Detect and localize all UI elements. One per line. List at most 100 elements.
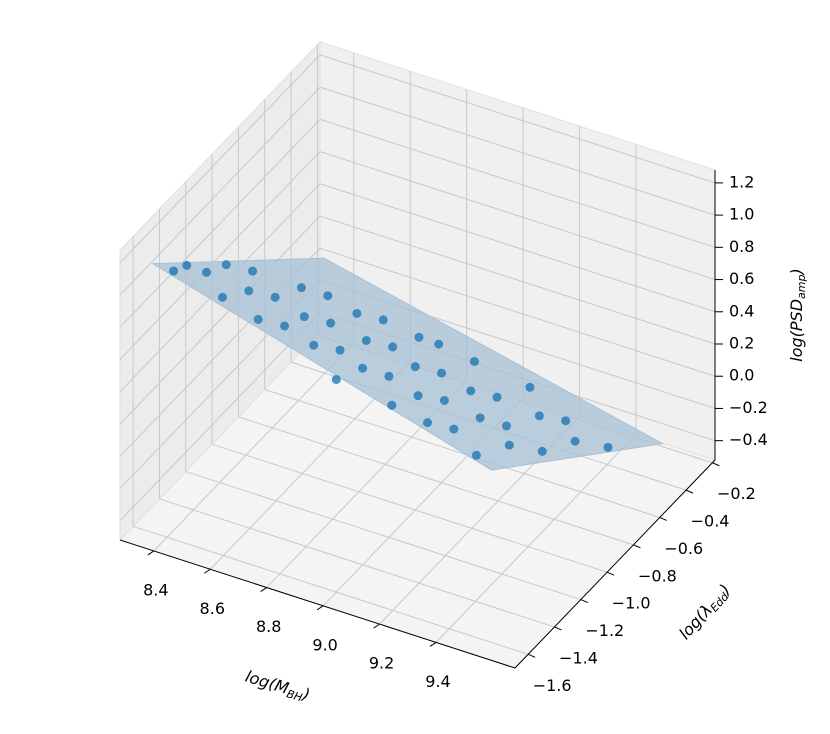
data-point bbox=[244, 286, 254, 296]
z-tick-label: −0.4 bbox=[729, 430, 768, 449]
data-point bbox=[561, 416, 571, 426]
grid-line bbox=[159, 498, 555, 628]
data-point bbox=[410, 362, 420, 372]
grid-line bbox=[119, 312, 321, 522]
data-point bbox=[537, 446, 547, 456]
y-tick-label: −1.6 bbox=[533, 676, 572, 695]
data-point bbox=[323, 291, 333, 301]
data-point bbox=[466, 386, 476, 396]
z-tick-label: 0.2 bbox=[729, 334, 754, 353]
label-text: log(PSD bbox=[787, 299, 806, 362]
data-point bbox=[309, 340, 319, 350]
data-point bbox=[423, 418, 433, 428]
z-tick-label: 0.8 bbox=[729, 237, 754, 256]
x-axis-line bbox=[119, 539, 516, 669]
label-sub: amp bbox=[795, 275, 808, 299]
data-point bbox=[504, 440, 514, 450]
data-point bbox=[492, 392, 502, 402]
data-point bbox=[217, 292, 227, 302]
y-tick-label: −0.2 bbox=[717, 484, 756, 503]
tick-mark bbox=[712, 462, 720, 467]
grid-line bbox=[319, 118, 716, 248]
z-tick-label: 0.4 bbox=[729, 301, 754, 320]
y-tick-label: −1.2 bbox=[585, 621, 624, 640]
x-axis-label: log(MBH) bbox=[242, 666, 312, 706]
tick-mark bbox=[260, 587, 267, 592]
grid-line bbox=[319, 54, 716, 184]
x-tick-label: 9.2 bbox=[369, 654, 394, 673]
tick-mark bbox=[685, 489, 694, 494]
data-point bbox=[169, 266, 179, 276]
z-tick-label: −0.2 bbox=[729, 398, 768, 417]
grid-line bbox=[211, 443, 608, 573]
data-point bbox=[299, 312, 309, 322]
grid-line bbox=[119, 118, 321, 328]
data-point bbox=[469, 356, 479, 366]
tick-mark bbox=[204, 568, 211, 574]
x-tick-label: 8.4 bbox=[143, 580, 168, 599]
data-point bbox=[413, 391, 423, 401]
y-axis-line bbox=[514, 459, 716, 669]
label-text: log(M bbox=[243, 666, 291, 697]
z-tick-label: 0.0 bbox=[729, 366, 754, 385]
data-point bbox=[471, 450, 481, 460]
z-tick-label: 1.0 bbox=[729, 205, 754, 224]
y-tick-label: −1.4 bbox=[559, 648, 598, 667]
grid-line bbox=[319, 151, 716, 281]
y-tick-label: −1.0 bbox=[612, 594, 651, 613]
x-tick-label: 9.4 bbox=[425, 672, 450, 691]
data-point bbox=[335, 345, 345, 355]
z-tick-label: 0.6 bbox=[729, 269, 754, 288]
z-tick-label: 1.2 bbox=[729, 172, 754, 191]
data-point bbox=[253, 314, 263, 324]
grid-line bbox=[319, 86, 716, 216]
tick-mark bbox=[316, 605, 324, 611]
grid-line bbox=[119, 86, 321, 296]
data-point bbox=[358, 363, 368, 373]
data-point bbox=[221, 260, 231, 270]
data-point bbox=[501, 421, 511, 431]
data-point bbox=[270, 292, 280, 302]
tick-mark bbox=[147, 550, 155, 556]
data-point bbox=[384, 371, 394, 381]
data-point bbox=[182, 260, 192, 270]
y-tick-label: −0.8 bbox=[638, 566, 677, 585]
marks bbox=[151, 257, 665, 471]
data-point bbox=[248, 266, 258, 276]
data-point bbox=[296, 283, 306, 293]
data-point bbox=[437, 368, 447, 378]
data-point bbox=[280, 321, 290, 331]
data-point bbox=[525, 382, 535, 392]
tick-mark bbox=[429, 641, 437, 647]
grid-line bbox=[185, 471, 581, 601]
grid-line bbox=[238, 416, 634, 546]
tick-mark bbox=[373, 623, 380, 629]
data-point bbox=[378, 315, 388, 325]
grid-line bbox=[435, 434, 637, 643]
x-tick-label: 9.0 bbox=[312, 635, 337, 654]
data-point bbox=[326, 318, 336, 328]
data-point bbox=[439, 395, 449, 405]
grid-line bbox=[119, 151, 321, 360]
data-point bbox=[201, 267, 211, 277]
label-end: ) bbox=[787, 268, 806, 275]
tick-mark bbox=[659, 517, 667, 521]
y-tick-label: −0.4 bbox=[691, 512, 730, 531]
grid-line bbox=[264, 388, 660, 518]
y-tick-label: −0.6 bbox=[664, 539, 703, 558]
x-tick-label: 8.8 bbox=[256, 617, 281, 636]
label-sub: BH bbox=[285, 687, 304, 704]
data-point bbox=[475, 413, 485, 423]
data-point bbox=[603, 442, 613, 452]
data-point bbox=[352, 308, 362, 318]
grid-line bbox=[119, 54, 321, 264]
grid-line bbox=[133, 525, 529, 655]
data-point bbox=[534, 411, 544, 421]
data-point bbox=[449, 424, 459, 434]
grid-line bbox=[119, 215, 321, 425]
grid-line bbox=[319, 247, 716, 377]
tick-mark bbox=[580, 599, 588, 604]
tick-mark bbox=[606, 571, 615, 576]
data-point bbox=[434, 339, 444, 349]
